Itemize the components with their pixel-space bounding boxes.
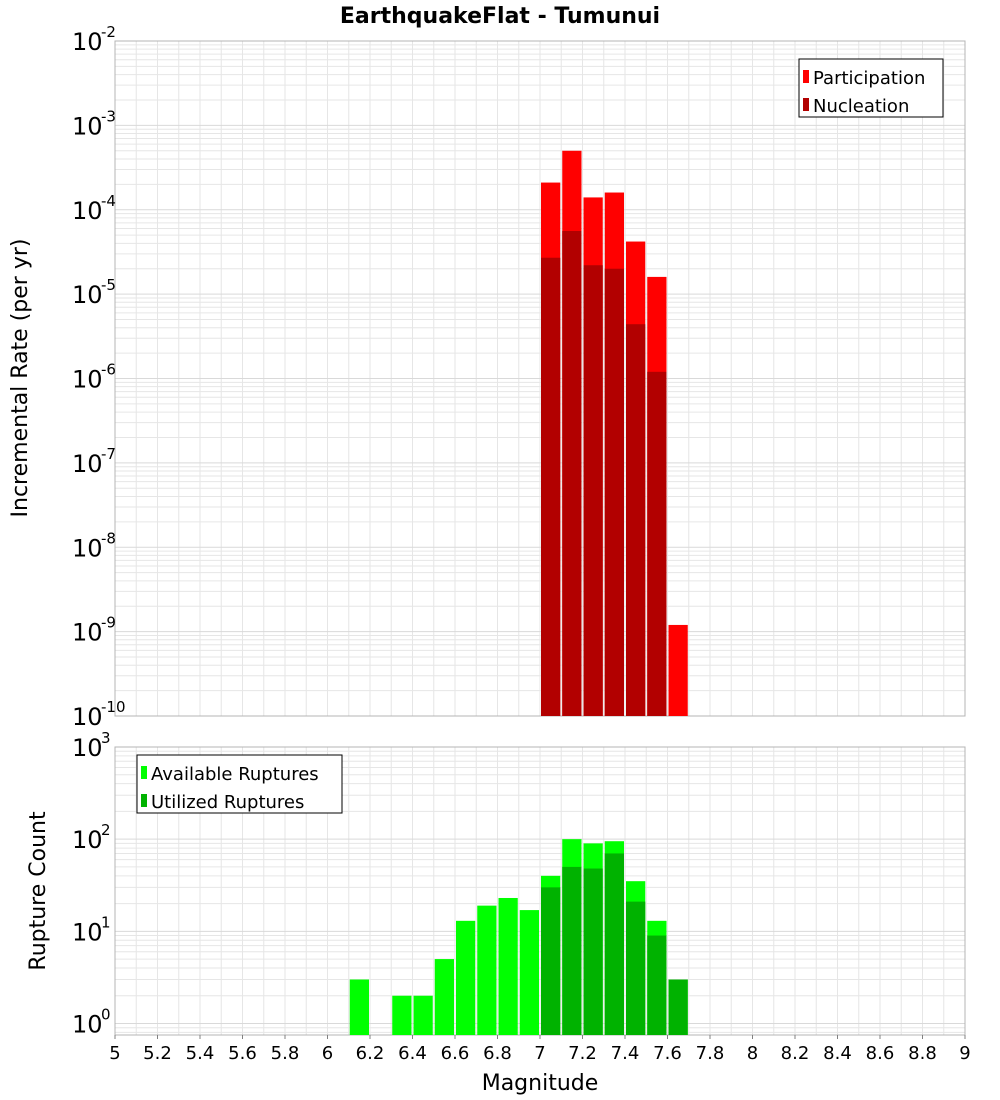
rate-panel-y-tick-label: 10 bbox=[72, 534, 103, 562]
x-tick-label: 8 bbox=[747, 1043, 758, 1064]
rate-panel-legend-swatch bbox=[803, 98, 809, 111]
rate-panel-y-tick-exponent: -9 bbox=[101, 614, 116, 632]
rate-panel-grid bbox=[114, 40, 966, 717]
available-ruptures-bar bbox=[349, 979, 369, 1035]
available-ruptures-bar bbox=[477, 905, 497, 1035]
x-tick-label: 5.8 bbox=[271, 1043, 300, 1064]
nucleation-bar bbox=[647, 371, 667, 716]
available-ruptures-bar bbox=[519, 910, 539, 1035]
count-panel-x-ticks: 5 5.2 5.4 5.6 5.8 6 6.2 6.4 6.6 6.8 7 7.2 7.4 7.6 7.8 8… bbox=[109, 1035, 971, 1064]
rate-panel-y-tick-label: 10 bbox=[72, 112, 103, 140]
rate-panel-legend-label: Nucleation bbox=[813, 96, 909, 117]
rate-panel-y-tick-exponent: -6 bbox=[101, 361, 116, 379]
x-tick-label: 7.2 bbox=[568, 1043, 597, 1064]
x-tick-label: 5.2 bbox=[143, 1043, 172, 1064]
rate-panel-y-tick-exponent: -5 bbox=[101, 276, 116, 294]
count-panel-y-tick-exponent: 1 bbox=[101, 913, 111, 931]
nucleation-bar bbox=[541, 257, 561, 716]
count-panel-legend-box bbox=[136, 754, 343, 814]
rate-panel-legend-swatch bbox=[803, 70, 809, 83]
count-panel-legend-label: Available Ruptures bbox=[151, 764, 319, 785]
x-tick-label: 8.2 bbox=[781, 1043, 810, 1064]
x-tick-label: 8.4 bbox=[823, 1043, 852, 1064]
count-panel-legend: Available Ruptures Utilized Ruptures bbox=[136, 754, 343, 814]
utilized-ruptures-bar bbox=[626, 901, 646, 1035]
nucleation-bar bbox=[604, 268, 624, 716]
x-tick-label: 8.8 bbox=[908, 1043, 937, 1064]
utilized-ruptures-bar bbox=[647, 935, 667, 1035]
rate-panel-y-tick-label: 10 bbox=[72, 28, 103, 56]
available-ruptures-bar bbox=[392, 995, 412, 1035]
utilized-ruptures-bar bbox=[604, 853, 624, 1035]
count-panel-bars bbox=[349, 839, 688, 1035]
rate-panel-y-tick-label: 10 bbox=[72, 281, 103, 309]
available-ruptures-bar bbox=[498, 897, 518, 1035]
count-panel-y-tick-exponent: 0 bbox=[101, 1005, 111, 1023]
count-panel-y-tick-label: 10 bbox=[72, 826, 103, 854]
rate-panel-legend-box bbox=[798, 58, 944, 118]
x-tick-label: 6.4 bbox=[398, 1043, 427, 1064]
count-panel-legend-label: Utilized Ruptures bbox=[151, 792, 304, 813]
x-tick-label: 6.6 bbox=[441, 1043, 470, 1064]
count-panel-y-tick-exponent: 2 bbox=[101, 821, 111, 839]
x-axis-label: Magnitude bbox=[482, 1071, 599, 1096]
x-tick-label: 6.2 bbox=[356, 1043, 385, 1064]
utilized-ruptures-bar bbox=[541, 887, 561, 1035]
count-panel-legend-swatch bbox=[141, 794, 147, 807]
rate-panel-y-tick-exponent: -10 bbox=[101, 698, 126, 716]
available-ruptures-bar bbox=[434, 959, 454, 1035]
x-tick-label: 7.8 bbox=[696, 1043, 725, 1064]
available-ruptures-bar bbox=[456, 920, 476, 1035]
count-panel-y-tick-label: 10 bbox=[72, 734, 103, 762]
utilized-ruptures-bar bbox=[583, 868, 603, 1035]
rate-panel-y-tick-exponent: -4 bbox=[101, 192, 116, 210]
rate-panel-y-tick-label: 10 bbox=[72, 703, 103, 731]
x-tick-label: 6.8 bbox=[483, 1043, 512, 1064]
rate-panel-y-tick-label: 10 bbox=[72, 619, 103, 647]
chart-title: EarthquakeFlat - Tumunui bbox=[340, 4, 660, 29]
rate-panel-y-tick-label: 10 bbox=[72, 197, 103, 225]
count-panel-y-tick-exponent: 3 bbox=[101, 729, 111, 747]
rate-panel: 10-210-310-410-510-610-710-810-910-10 In… bbox=[8, 23, 966, 731]
count-panel-y-tick-label: 10 bbox=[72, 1010, 103, 1038]
count-panel-y-tick-label: 10 bbox=[72, 918, 103, 946]
rate-panel-y-tick-label: 10 bbox=[72, 366, 103, 394]
rate-panel-y-ticks: 10-210-310-410-510-610-710-810-910-10 bbox=[72, 23, 126, 731]
rate-panel-y-axis-label: Incremental Rate (per yr) bbox=[8, 239, 33, 518]
count-panel-y-axis-label: Rupture Count bbox=[26, 811, 51, 971]
participation-bar bbox=[668, 624, 688, 716]
rate-panel-y-tick-exponent: -3 bbox=[101, 107, 116, 125]
rate-panel-frame bbox=[114, 40, 966, 717]
x-tick-label: 7 bbox=[534, 1043, 545, 1064]
rate-panel-y-tick-exponent: -7 bbox=[101, 445, 116, 463]
x-tick-label: 7.6 bbox=[653, 1043, 682, 1064]
x-tick-label: 7.4 bbox=[611, 1043, 640, 1064]
rate-panel-legend-label: Participation bbox=[813, 68, 925, 89]
rate-panel-legend: Participation Nucleation bbox=[798, 58, 944, 118]
rate-panel-y-tick-label: 10 bbox=[72, 450, 103, 478]
rate-panel-bars bbox=[541, 150, 688, 717]
x-tick-label: 6 bbox=[322, 1043, 333, 1064]
x-tick-label: 9 bbox=[959, 1043, 970, 1064]
nucleation-bar bbox=[626, 324, 646, 716]
utilized-ruptures-bar bbox=[668, 979, 688, 1035]
utilized-ruptures-bar bbox=[562, 866, 582, 1035]
nucleation-bar bbox=[583, 265, 603, 716]
available-ruptures-bar bbox=[413, 995, 433, 1035]
rate-panel-y-tick-exponent: -8 bbox=[101, 529, 116, 547]
rate-panel-y-tick-exponent: -2 bbox=[101, 23, 116, 41]
x-tick-label: 5.4 bbox=[186, 1043, 215, 1064]
nucleation-bar bbox=[562, 230, 582, 716]
x-tick-label: 5.6 bbox=[228, 1043, 257, 1064]
x-tick-label: 5 bbox=[109, 1043, 120, 1064]
x-tick-label: 8.6 bbox=[866, 1043, 895, 1064]
count-panel-legend-swatch bbox=[141, 766, 147, 779]
